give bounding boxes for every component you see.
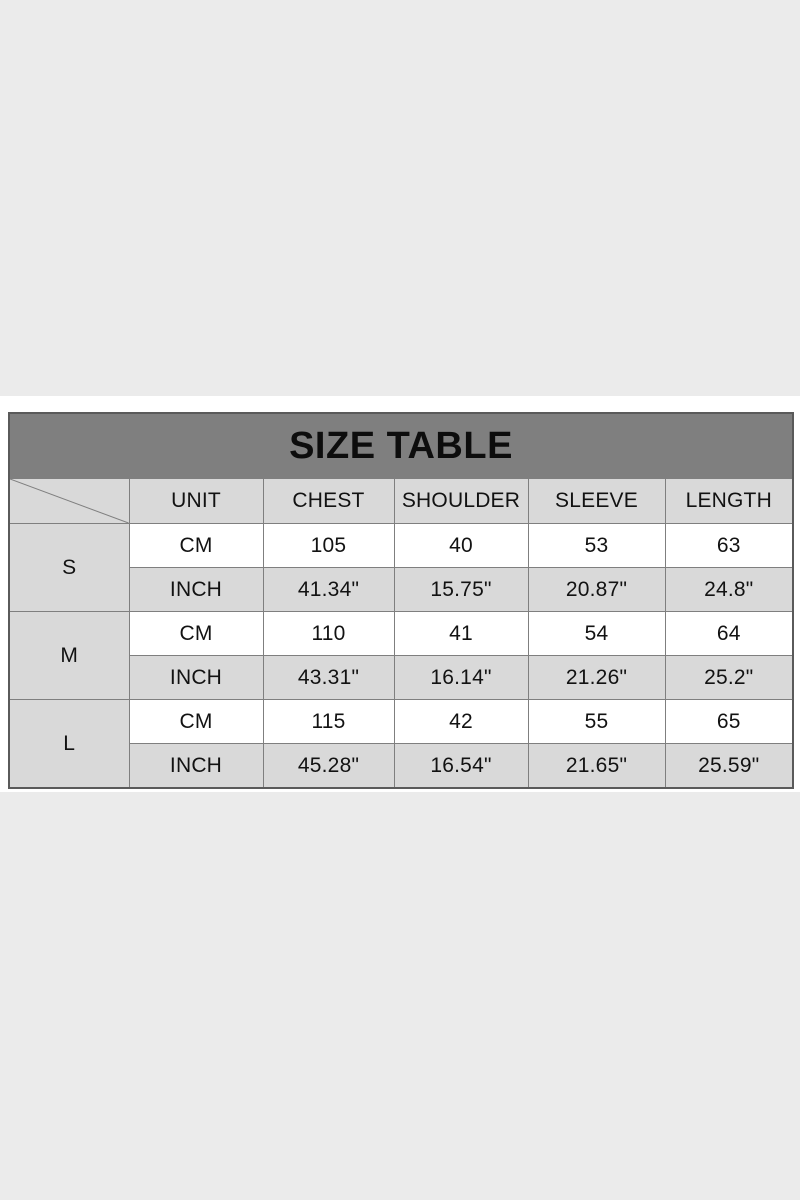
unit-cell: INCH <box>128 567 264 612</box>
unit-cell: INCH <box>128 743 264 789</box>
size-table: SIZE TABLE UNIT CHEST SHOULDER SLEEVE LE… <box>8 412 795 789</box>
value-cell-shoulder: 16.54" <box>393 743 529 789</box>
diagonal-line-icon <box>10 479 129 523</box>
value-cell-chest: 41.34" <box>262 567 395 612</box>
table-row-l-cm: L CM 115 42 55 65 <box>8 699 794 789</box>
value-cell-length: 63 <box>664 523 794 568</box>
value-cell-sleeve: 21.65" <box>527 743 666 789</box>
column-header-shoulder: SHOULDER <box>393 478 529 524</box>
size-cell-s: S <box>8 523 130 612</box>
value-cell-sleeve: 54 <box>527 611 666 656</box>
column-header-length: LENGTH <box>664 478 794 524</box>
table-row-m-cm: M CM 110 41 54 64 <box>8 611 794 700</box>
size-cell-m: M <box>8 611 130 700</box>
table-title-row: SIZE TABLE <box>8 412 794 479</box>
value-cell-chest: 43.31" <box>262 655 395 700</box>
column-header-sleeve: SLEEVE <box>527 478 666 524</box>
value-cell-shoulder: 15.75" <box>393 567 529 612</box>
size-cell-l: L <box>8 699 130 789</box>
unit-cell: INCH <box>128 655 264 700</box>
value-cell-chest: 115 <box>262 699 395 744</box>
table-row-m-inch: INCH 43.31" 16.14" 21.26" 25.2" <box>9 655 794 700</box>
unit-cell: CM <box>128 699 264 744</box>
table-row-s-inch: INCH 41.34" 15.75" 20.87" 24.8" <box>9 567 794 612</box>
table-header-row: UNIT CHEST SHOULDER SLEEVE LENGTH <box>8 478 794 524</box>
value-cell-length: 24.8" <box>664 567 794 612</box>
column-header-chest: CHEST <box>262 478 395 524</box>
value-cell-chest: 105 <box>262 523 395 568</box>
value-cell-shoulder: 16.14" <box>393 655 529 700</box>
value-cell-sleeve: 53 <box>527 523 666 568</box>
value-cell-chest: 110 <box>262 611 395 656</box>
value-cell-sleeve: 20.87" <box>527 567 666 612</box>
value-cell-sleeve: 21.26" <box>527 655 666 700</box>
table-title: SIZE TABLE <box>8 412 794 479</box>
value-cell-length: 25.59" <box>664 743 794 789</box>
value-cell-length: 65 <box>664 699 794 744</box>
table-row-l-inch: INCH 45.28" 16.54" 21.65" 25.59" <box>9 743 794 789</box>
unit-cell: CM <box>128 611 264 656</box>
value-cell-chest: 45.28" <box>262 743 395 789</box>
value-cell-sleeve: 55 <box>527 699 666 744</box>
value-cell-shoulder: 42 <box>393 699 529 744</box>
value-cell-shoulder: 40 <box>393 523 529 568</box>
table-row-s-cm: S CM 105 40 53 63 <box>8 523 794 612</box>
column-header-unit: UNIT <box>128 478 264 524</box>
diagonal-corner-cell <box>8 478 130 524</box>
value-cell-length: 25.2" <box>664 655 794 700</box>
unit-cell: CM <box>128 523 264 568</box>
value-cell-shoulder: 41 <box>393 611 529 656</box>
value-cell-length: 64 <box>664 611 794 656</box>
